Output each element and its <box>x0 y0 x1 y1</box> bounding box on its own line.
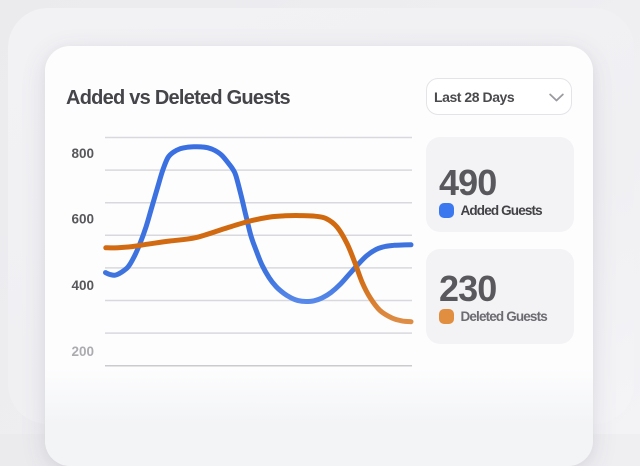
svg-text:800: 800 <box>71 146 94 161</box>
svg-text:400: 400 <box>71 278 94 293</box>
svg-text:600: 600 <box>71 212 94 227</box>
svg-text:200: 200 <box>71 344 94 359</box>
